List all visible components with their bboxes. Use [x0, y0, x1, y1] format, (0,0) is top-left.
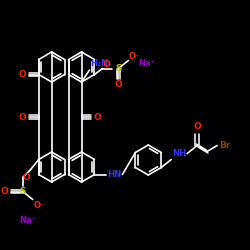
- Text: O: O: [1, 187, 9, 196]
- Text: NH: NH: [172, 149, 186, 158]
- Text: O⁻: O⁻: [129, 52, 140, 61]
- Text: S: S: [115, 64, 122, 73]
- Text: Na⁺: Na⁺: [19, 216, 36, 225]
- Text: Br: Br: [220, 141, 231, 150]
- Text: O⁻: O⁻: [34, 201, 45, 210]
- Text: O: O: [23, 173, 30, 182]
- Text: O: O: [193, 122, 201, 131]
- Text: O: O: [102, 60, 110, 69]
- Text: S: S: [20, 187, 26, 196]
- Text: H₂N: H₂N: [90, 60, 108, 68]
- Text: O: O: [19, 112, 26, 122]
- Text: O: O: [19, 70, 26, 79]
- Text: Na⁺: Na⁺: [138, 59, 155, 68]
- Text: O: O: [114, 80, 122, 89]
- Text: O: O: [94, 112, 101, 122]
- Text: HN: HN: [107, 170, 122, 179]
